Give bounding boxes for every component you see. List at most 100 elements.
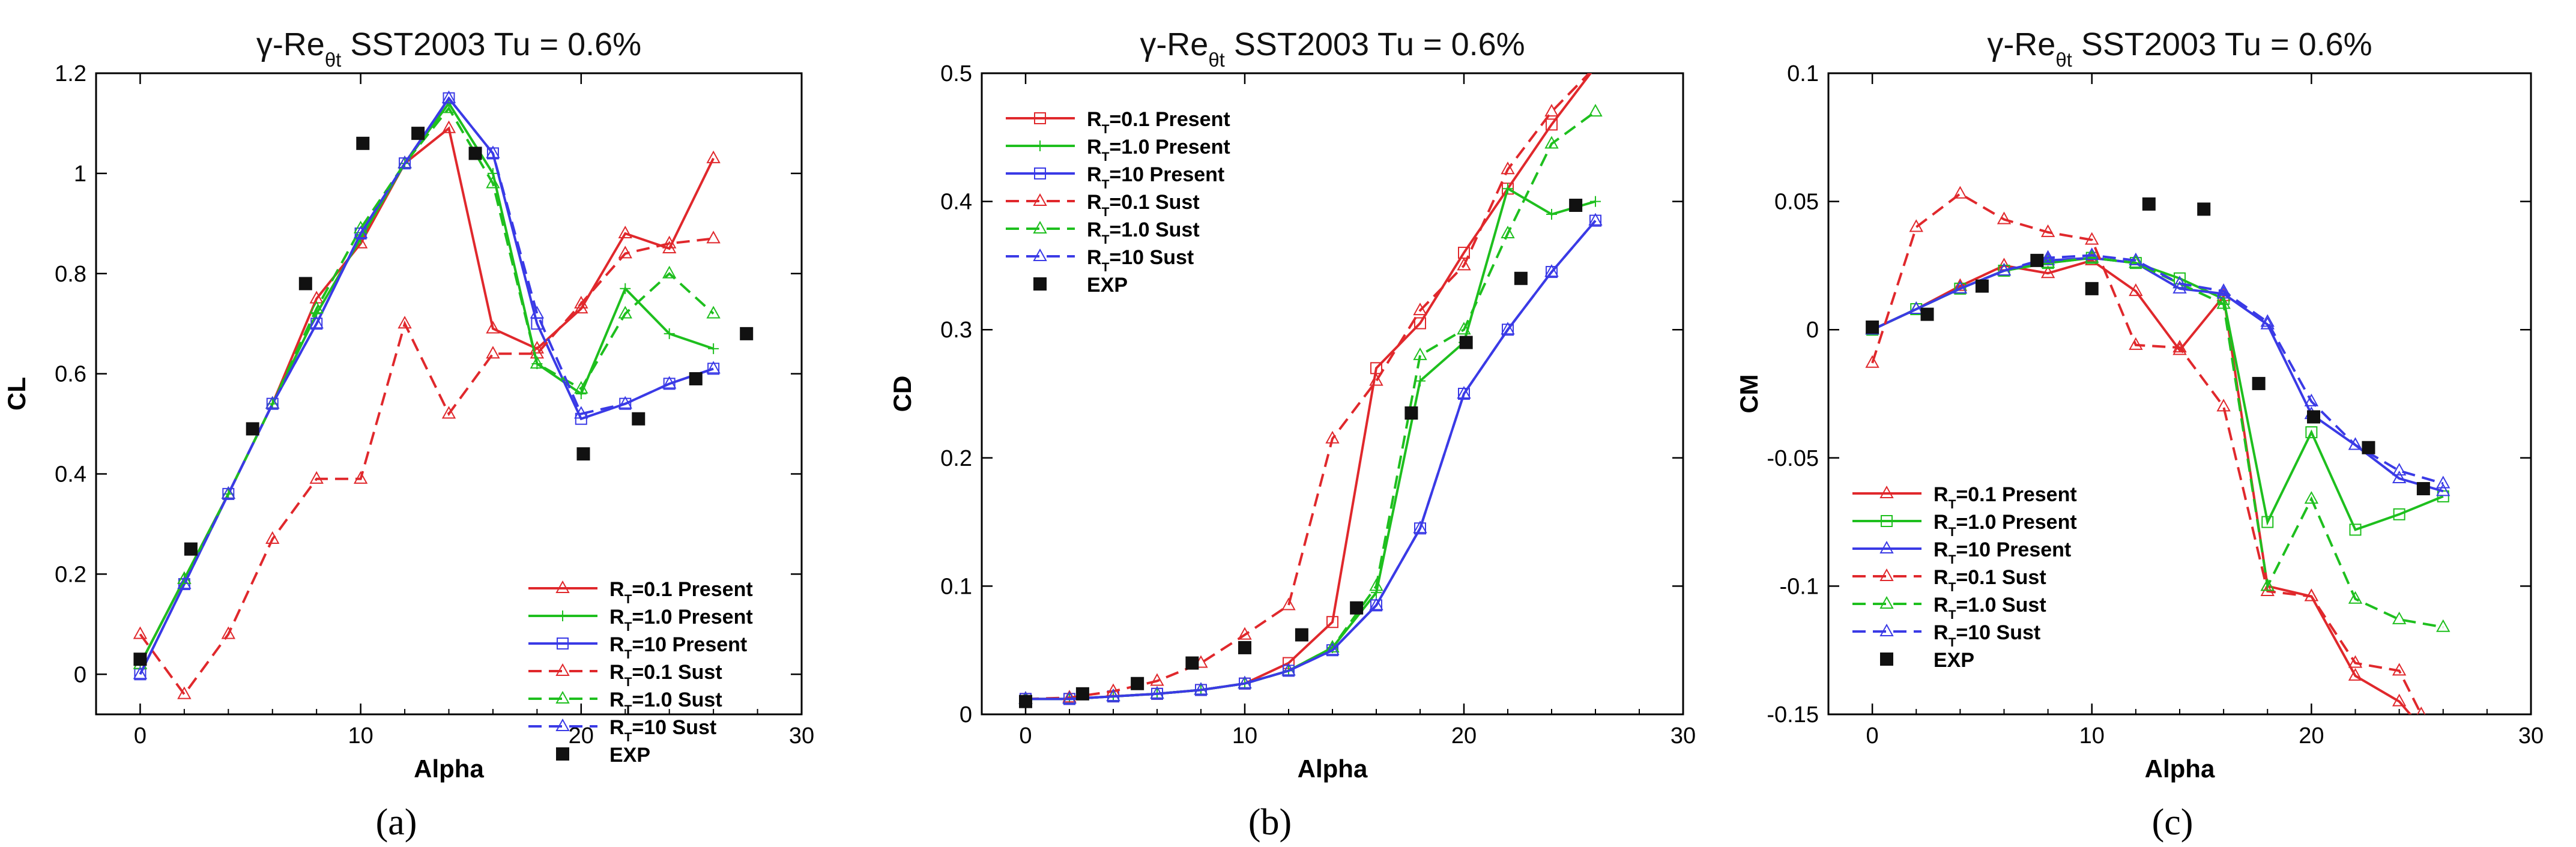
legend-label: RT=1.0 Sust xyxy=(1087,219,1200,247)
data-point xyxy=(618,225,632,238)
data-point xyxy=(740,327,754,340)
legend-item: EXP xyxy=(1033,274,1128,297)
data-point xyxy=(2040,224,2055,237)
data-point xyxy=(632,412,646,426)
data-point xyxy=(2260,316,2275,330)
legend-label: RT=1.0 Sust xyxy=(1934,594,2046,622)
data-point xyxy=(1909,219,1923,232)
legend-marker xyxy=(555,663,570,676)
legend-item: RT=10 Sust xyxy=(1852,621,2040,650)
y-tick-label: -0.05 xyxy=(1767,446,1819,471)
data-point xyxy=(2348,591,2363,604)
legend-item: RT=10 Present xyxy=(1852,538,2071,567)
legend-marker xyxy=(1033,277,1047,291)
data-point xyxy=(1514,271,1528,285)
legend-label: RT=0.1 Sust xyxy=(609,661,722,689)
data-point xyxy=(133,666,148,680)
chart-title: γ-Reθt SST2003 Tu = 0.6% xyxy=(1987,26,2372,71)
legend-marker xyxy=(1879,568,1894,581)
legend-label: RT=10 Present xyxy=(1087,163,1224,191)
data-point xyxy=(706,150,721,163)
data-point xyxy=(177,686,192,699)
x-tick-label: 30 xyxy=(1670,723,1696,749)
plot-area xyxy=(133,90,754,699)
data-point xyxy=(177,576,192,589)
data-point xyxy=(2362,441,2375,454)
series-line xyxy=(139,106,715,665)
data-point xyxy=(2040,265,2055,279)
y-tick-label: 0.4 xyxy=(55,462,86,487)
legend-label: RT=0.1 Present xyxy=(1087,108,1230,136)
data-point xyxy=(265,396,280,409)
caption-a: (a) xyxy=(376,802,417,843)
data-point xyxy=(246,422,259,436)
data-point xyxy=(662,376,677,389)
data-point xyxy=(1413,303,1427,316)
legend-label: EXP xyxy=(609,744,650,767)
data-point xyxy=(1544,264,1559,277)
chart-title: γ-Reθt SST2003 Tu = 0.6% xyxy=(256,26,641,71)
data-point xyxy=(1295,628,1308,642)
data-point xyxy=(468,146,482,160)
data-point xyxy=(2392,693,2407,707)
data-point xyxy=(2040,250,2055,263)
data-point xyxy=(441,406,456,419)
series-line xyxy=(139,96,714,675)
data-point xyxy=(2197,202,2211,216)
legend-label: RT=10 Present xyxy=(609,633,747,662)
series-7 xyxy=(1019,199,1583,708)
legend-marker xyxy=(1035,140,1045,151)
data-point xyxy=(689,372,703,385)
data-point xyxy=(2304,491,2319,504)
legend-marker xyxy=(1879,623,1894,636)
data-point xyxy=(706,231,721,244)
data-point xyxy=(2129,255,2143,268)
data-point xyxy=(1238,641,1251,654)
y-tick-label: 0.8 xyxy=(55,262,86,287)
data-point xyxy=(618,246,632,259)
legend-marker xyxy=(555,690,570,704)
data-point xyxy=(1404,406,1418,420)
series-line xyxy=(1871,192,2422,714)
data-point xyxy=(1369,578,1383,591)
data-point xyxy=(2392,663,2407,676)
legend-item: RT=1.0 Present xyxy=(1006,136,1230,164)
data-point xyxy=(2393,508,2405,520)
y-tick-label: 0.05 xyxy=(1774,190,1819,215)
data-point xyxy=(1238,627,1252,640)
panels: γ-Reθt SST2003 Tu = 0.6%0 10 20 3000.20.40.… xyxy=(2,26,2544,783)
data-point xyxy=(1350,601,1364,615)
series-line xyxy=(1872,259,2412,714)
plot-area xyxy=(1018,73,1603,708)
legend-marker xyxy=(557,638,569,650)
series-6 xyxy=(1018,213,1603,704)
y-tick-label: 0.1 xyxy=(940,574,972,599)
data-point xyxy=(1590,196,1601,207)
series-6 xyxy=(133,90,721,680)
data-point xyxy=(309,471,324,484)
data-point xyxy=(1075,687,1089,701)
data-point xyxy=(1997,211,2012,225)
series-7 xyxy=(133,127,754,666)
y-axis-label: CD xyxy=(888,376,916,412)
chart-panel-3: γ-Reθt SST2003 Tu = 0.6% 0 10 20 30 -0.15 -0.1… xyxy=(1735,26,2544,783)
data-point xyxy=(2129,252,2143,265)
data-point xyxy=(1865,355,1879,368)
x-tick-label: 10 xyxy=(2079,723,2105,749)
legend-label: EXP xyxy=(1087,274,1128,297)
legend-marker xyxy=(1034,112,1046,124)
data-point xyxy=(574,381,588,394)
data-point xyxy=(2416,482,2430,496)
data-point xyxy=(2142,197,2156,211)
data-point xyxy=(486,175,500,188)
data-point xyxy=(2392,470,2407,483)
data-point xyxy=(530,306,545,319)
data-point xyxy=(486,145,500,158)
x-tick-label: 10 xyxy=(1232,723,1257,749)
data-point xyxy=(1414,317,1426,330)
data-point xyxy=(618,306,632,319)
legend-label: RT=1.0 Present xyxy=(609,606,753,634)
data-point xyxy=(298,277,312,291)
